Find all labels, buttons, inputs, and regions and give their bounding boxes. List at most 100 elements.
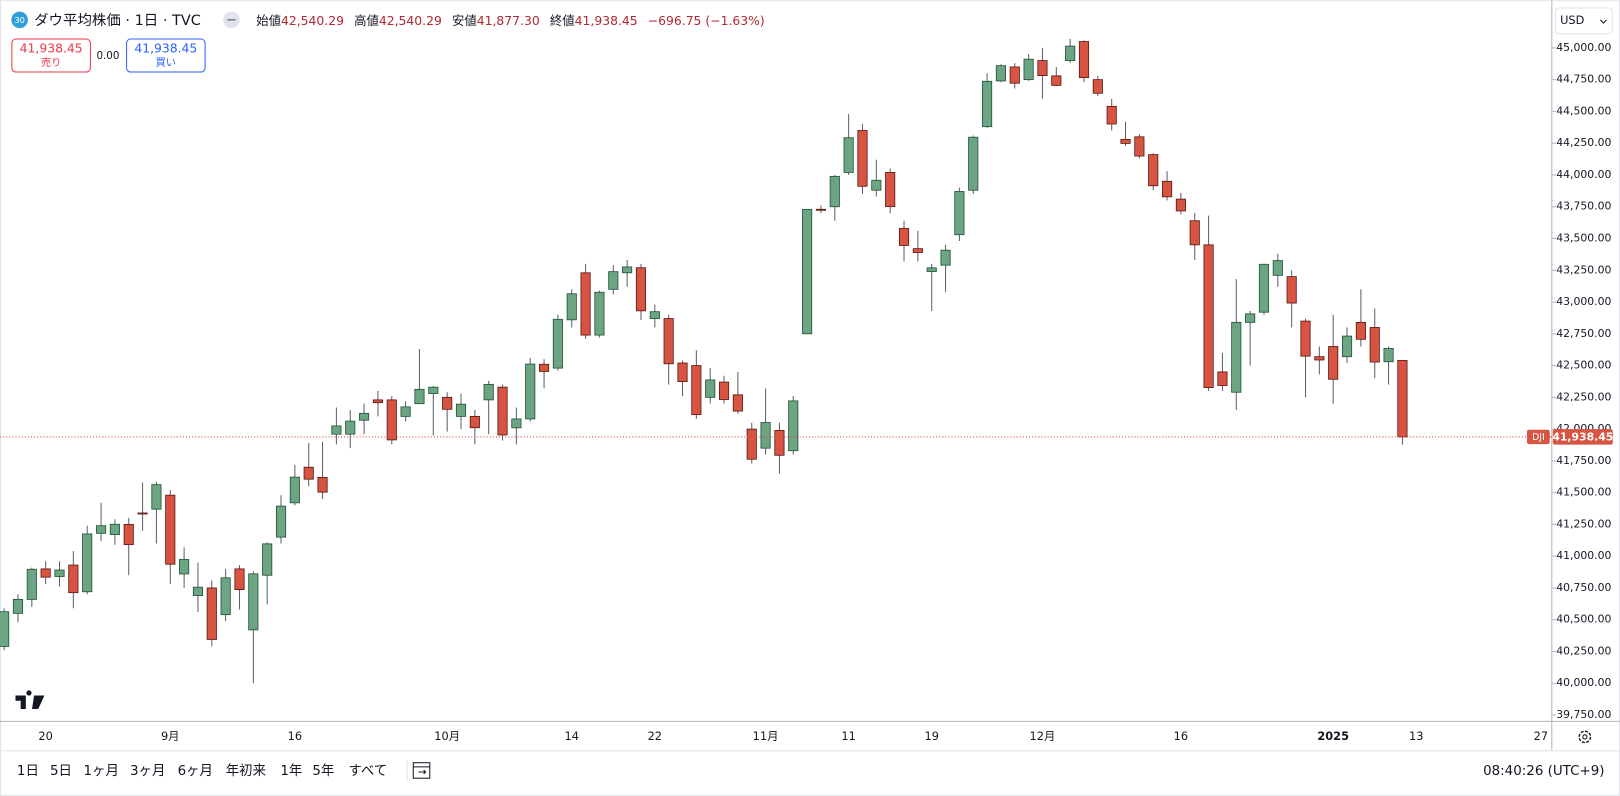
settings-icon [1582, 734, 1588, 740]
candle-body [566, 293, 577, 321]
y-tick-label: 42,250.00 [1556, 390, 1611, 403]
range-button[interactable]: 5年 [312, 763, 334, 779]
range-button[interactable]: 1年 [280, 763, 302, 779]
candle-body [1383, 348, 1394, 363]
price-tag-text: 41,938.45 [1552, 430, 1613, 443]
candle-body [95, 525, 107, 534]
range-button[interactable]: 6ヶ月 [178, 764, 213, 779]
x-tick-label: 19 [924, 729, 938, 743]
candle-body [1217, 371, 1228, 386]
y-tick-label: 39,750.00 [1556, 708, 1611, 721]
plot-area [0, 38, 1552, 684]
candle-body [788, 400, 799, 452]
y-tick-label: 44,000.00 [1556, 168, 1611, 181]
x-tick-label: 16 [1174, 729, 1188, 743]
candle-body [179, 558, 190, 575]
candle-body [954, 191, 965, 236]
x-tick-label: 14 [565, 729, 579, 743]
candle-body [829, 175, 840, 208]
candle-body [912, 248, 923, 253]
currency: USD [1560, 13, 1585, 27]
range-button[interactable]: 3ヶ月 [130, 764, 165, 779]
sell-button[interactable] [11, 38, 91, 73]
range-button[interactable]: 年初来 [226, 763, 266, 779]
clock: 08:40:26 (UTC+9) [1483, 764, 1604, 779]
y-tick-label: 44,250.00 [1556, 136, 1611, 149]
candle-body [663, 318, 674, 365]
candle-body [12, 598, 24, 614]
candle-body [968, 136, 979, 191]
candle-body [705, 379, 716, 398]
currency-select[interactable] [1554, 7, 1613, 35]
candle-body [192, 586, 204, 596]
candle-body [1300, 320, 1311, 357]
range-button[interactable]: 1日 [17, 764, 39, 779]
candle-body [677, 362, 688, 382]
tv-logo[interactable] [15, 690, 45, 709]
symbol-badge[interactable] [11, 11, 28, 29]
y-tick-label: 42,750.00 [1556, 327, 1611, 340]
candle-body [511, 418, 522, 429]
candle-body [40, 568, 51, 578]
range-button[interactable]: すべて [348, 763, 387, 779]
y-tick-label: 41,500.00 [1556, 486, 1611, 499]
candle-body [843, 137, 854, 173]
candle-body [109, 523, 120, 535]
candle-body [622, 266, 633, 274]
symbol-title[interactable]: ダウ平均株価 · 1日 · TVC [34, 12, 201, 29]
candle-body [898, 227, 910, 246]
symbol-badge-text: 30 [14, 15, 24, 25]
x-tick-label: 10月 [434, 729, 460, 743]
candle-body [317, 476, 328, 493]
candle-body [1065, 45, 1076, 62]
x-tick-label: 11月 [753, 729, 779, 743]
y-tick-label: 41,250.00 [1556, 517, 1611, 530]
candle-body [123, 524, 134, 546]
candle-body [594, 291, 605, 336]
y-tick-label: 40,250.00 [1556, 644, 1611, 657]
candle-body [26, 568, 37, 600]
range-button[interactable]: 1ヶ月 [84, 764, 119, 779]
range-button[interactable]: 5日 [50, 764, 72, 779]
candle-body [1258, 263, 1270, 313]
symbol-tag-text: DJI [1532, 432, 1545, 443]
x-tick-label: 2025 [1317, 729, 1349, 743]
candle-body [303, 466, 314, 480]
candle-body [331, 425, 342, 435]
ohlc-legend: 始値42,540.29 高値42,540.29 安値41,877.30 終値41… [256, 12, 764, 27]
ohlc-value: 41,877.30 [477, 12, 540, 27]
settings-button[interactable] [1578, 730, 1592, 744]
candle-body [691, 365, 702, 416]
candle-body [580, 272, 591, 336]
x-tick-label: 9月 [161, 729, 180, 743]
candle-body [1106, 105, 1117, 125]
candle-body [497, 386, 508, 436]
x-tick-label: 20 [38, 729, 52, 743]
candle-body [428, 386, 439, 394]
candle-body [802, 208, 813, 335]
candle-body [635, 267, 647, 312]
ohlc-label: 安値 [452, 12, 477, 27]
y-tick-label: 43,250.00 [1556, 263, 1611, 276]
candle-body [1009, 66, 1020, 84]
symbol-tag [1527, 429, 1550, 445]
candle-body [442, 396, 453, 410]
candle-body [1328, 346, 1339, 380]
ohlc-label: 終値 [550, 12, 575, 27]
candle-body [1120, 138, 1131, 144]
buy-button[interactable] [126, 38, 206, 73]
candle-body [815, 208, 827, 211]
calendar-icon [412, 762, 431, 779]
goto-date-button[interactable] [412, 762, 431, 779]
ohlc-label: 始値 [256, 12, 281, 27]
x-tick-label: 27 [1534, 729, 1548, 743]
buy-price: 41,938.45 [134, 40, 197, 55]
candle-body [1051, 75, 1062, 86]
y-tick-label: 44,500.00 [1556, 104, 1611, 117]
candle-body [1023, 58, 1034, 81]
y-tick-label: 45,000.00 [1556, 41, 1611, 54]
candle-body [483, 383, 494, 401]
candle-body [400, 406, 411, 417]
candle-body [1203, 244, 1214, 388]
